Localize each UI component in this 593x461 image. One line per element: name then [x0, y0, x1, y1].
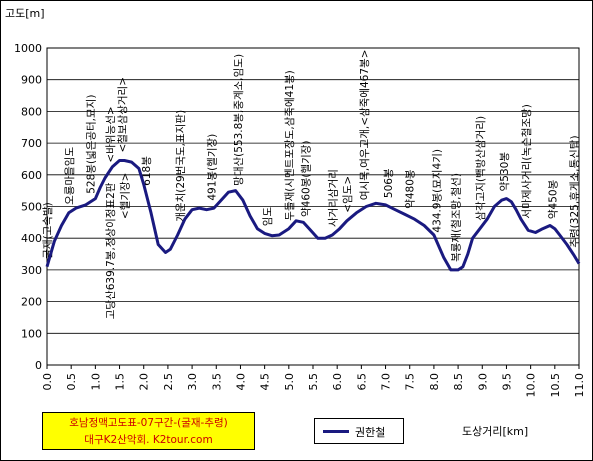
annotation-label: 개운치(29번국도,표지판) [175, 110, 187, 222]
annotation-label: <헬기장> [119, 173, 131, 220]
x-tick-label: 10.0 [525, 373, 538, 398]
info-box: 호남정맥고도표-07구간-(굴재-추령) 대구K2산악회. K2tour.com [42, 412, 255, 450]
x-tick-label: 2.0 [138, 373, 151, 391]
y-tick-label: 600 [21, 169, 42, 182]
x-tick-label: 9.5 [500, 373, 513, 391]
x-tick-label: 7.5 [404, 373, 417, 391]
x-tick-label: 5.5 [307, 373, 320, 391]
x-tick-label: 3.0 [186, 373, 199, 391]
annotation-label: 복룡재(철조망,철선) [451, 173, 463, 262]
annotation-label: <바위능선> [104, 106, 117, 162]
x-tick-label: 6.0 [331, 373, 344, 391]
annotation-label: 임도 [261, 207, 274, 227]
x-tick-label: 7.0 [380, 373, 393, 391]
annotations: 굴재(고속발) 오룡마을임도 528봉(넓은공터,묘지) <바위능선> <철보삼상거리>… [42, 50, 581, 320]
x-tick-label: 10.5 [549, 373, 562, 398]
x-tick-label: 11.0 [573, 373, 586, 398]
annotation-label: 506봉 [383, 168, 395, 198]
x-tick-label: 1.0 [89, 373, 102, 391]
annotation-label: 618봉 [141, 156, 153, 186]
x-tick-label: 4.5 [259, 373, 272, 391]
x-tick-label: 2.5 [162, 373, 175, 391]
legend: 권한철 [314, 418, 404, 444]
annotation-label: <임도> [341, 176, 354, 213]
annotation-label: 굴재(고속발) [42, 202, 54, 259]
x-tick-label: 8.0 [428, 373, 441, 391]
y-tick-label: 200 [21, 296, 42, 309]
annotation-label: 추령(325,휴게소,통신탑) [569, 135, 581, 247]
annotation-label: 약450봉 [547, 179, 559, 219]
annotation-label: 약530봉 [499, 152, 511, 192]
y-tick-label: 800 [21, 105, 42, 118]
annotation-label: 서마제사거리(녹슨철조망) [521, 104, 533, 218]
x-axis-title: 도상거리[km] [462, 425, 529, 438]
y-tick-labels: 0 100 200 300 400 500 600 700 800 900 1000 [14, 42, 42, 372]
info-title: 호남정맥고도표-07구간-(굴재-추령) [69, 417, 228, 429]
y-tick-label: 100 [21, 327, 42, 340]
annotation-label: 고당산639.7봉,정상이정표2판 [105, 182, 117, 319]
x-tick-label: 0.0 [41, 373, 54, 391]
x-tick-label: 3.5 [210, 373, 223, 391]
y-tick-label: 500 [21, 201, 42, 214]
info-website: 대구K2산악회. K2tour.com [84, 434, 213, 446]
x-tick-labels: 0.0 0.5 1.0 1.5 2.0 2.5 3.0 3.5 4.0 4.5 5.0 5.5 6.0 6… [41, 373, 586, 398]
annotation-label: 오룡마을임도 [63, 147, 76, 205]
x-tick-label: 8.5 [452, 373, 465, 391]
annotation-label: 약460봉(헬기장) [301, 140, 313, 217]
annotation-label: 사거리삼거리 [327, 169, 339, 227]
y-tick-label: 900 [21, 74, 42, 87]
annotation-label: 528봉(넓은공터,묘지) [86, 95, 98, 194]
y-tick-label: 0 [35, 359, 42, 372]
y-tick-label: 400 [21, 232, 42, 245]
x-tick-label: 5.0 [283, 373, 296, 391]
elevation-series-line [45, 159, 581, 272]
x-tick-label: 1.5 [114, 373, 127, 391]
grid [46, 47, 580, 369]
x-tick-label: 4.0 [234, 373, 247, 391]
legend-label: 권한철 [355, 426, 386, 439]
x-tick-label: 6.5 [355, 373, 368, 391]
annotation-label: <철보삼상거리> [117, 77, 129, 153]
annotation-label: 491봉(헬기장) [206, 134, 218, 201]
annotation-label: 두들재(시멘트포장도,삼죽에41봉) [284, 70, 296, 220]
annotation-label: 434.9봉(묘지4기) [431, 149, 443, 233]
legend-swatch [323, 430, 349, 433]
y-tick-label: 300 [21, 264, 42, 277]
x-tick-label: 0.5 [65, 373, 78, 391]
annotation-label: 삼각고지(백방산삼거리) [475, 116, 487, 221]
x-tick-label: 9.0 [476, 373, 489, 391]
y-axis-title: 고도[m] [5, 7, 45, 20]
y-tick-label: 700 [21, 137, 42, 150]
annotation-label: 약480봉 [405, 169, 417, 209]
y-tick-label: 1000 [14, 42, 42, 55]
annotation-label: 망대산(553.8봉,중계소,임도) [232, 54, 245, 186]
annotation-label: 여시목,여우고개,<삼죽에467봉> [359, 50, 371, 201]
